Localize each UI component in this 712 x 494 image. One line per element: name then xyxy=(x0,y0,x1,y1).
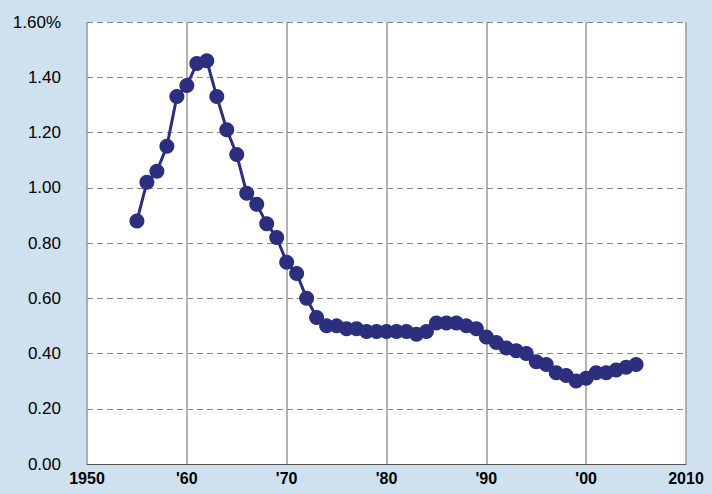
svg-text:0.60: 0.60 xyxy=(28,289,61,308)
svg-text:'60: '60 xyxy=(176,470,198,487)
svg-text:1.20: 1.20 xyxy=(28,123,61,142)
svg-text:'80: '80 xyxy=(376,470,398,487)
svg-text:'90: '90 xyxy=(476,470,498,487)
svg-text:'70: '70 xyxy=(276,470,298,487)
svg-text:0.80: 0.80 xyxy=(28,234,61,253)
svg-text:0.20: 0.20 xyxy=(28,399,61,418)
svg-text:'00: '00 xyxy=(575,470,597,487)
svg-text:0.00: 0.00 xyxy=(28,455,61,474)
svg-text:0.40: 0.40 xyxy=(28,344,61,363)
svg-text:1950: 1950 xyxy=(69,470,105,487)
svg-text:2010: 2010 xyxy=(668,470,704,487)
svg-text:1.00: 1.00 xyxy=(28,178,61,197)
svg-text:1.60%: 1.60% xyxy=(13,13,61,32)
svg-text:1.40: 1.40 xyxy=(28,68,61,87)
